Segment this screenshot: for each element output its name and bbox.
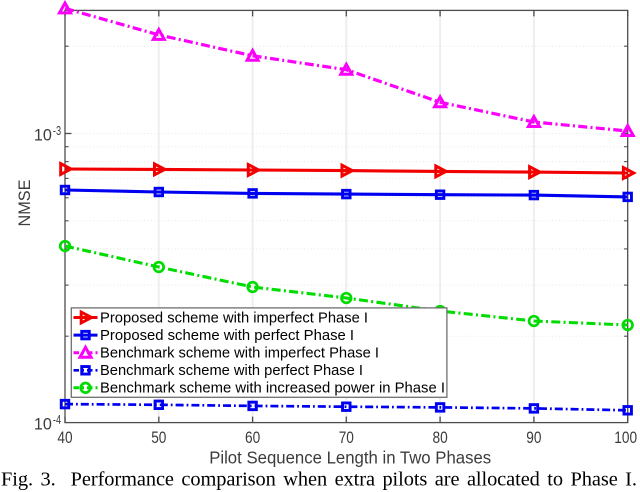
svg-text:Proposed scheme with imperfect: Proposed scheme with imperfect Phase I (100, 309, 368, 326)
svg-text:90: 90 (526, 429, 541, 447)
svg-text:100: 100 (614, 429, 637, 447)
svg-text:70: 70 (339, 429, 354, 447)
svg-text:-3: -3 (53, 124, 61, 138)
svg-text:-4: -4 (53, 413, 61, 427)
svg-text:Benchmark scheme with increase: Benchmark scheme with increased power in… (100, 380, 445, 397)
svg-text:50: 50 (151, 429, 166, 447)
svg-text:Pilot Sequence Length in Two P: Pilot Sequence Length in Two Phases (209, 447, 491, 467)
svg-text:10: 10 (34, 127, 52, 145)
svg-text:NMSE: NMSE (15, 180, 34, 227)
svg-text:Benchmark scheme with imperfec: Benchmark scheme with imperfect Phase I (100, 345, 379, 362)
svg-text:40: 40 (57, 429, 72, 447)
svg-text:10: 10 (34, 416, 52, 434)
svg-text:Proposed scheme with perfect P: Proposed scheme with perfect Phase I (100, 327, 354, 344)
svg-text:Benchmark scheme with perfect: Benchmark scheme with perfect Phase I (100, 362, 363, 379)
svg-text:60: 60 (245, 429, 260, 447)
svg-text:80: 80 (433, 429, 448, 447)
svg-text:Fig. 3. Performance compariso: Fig. 3. Performance comparison when extr… (1, 469, 637, 491)
